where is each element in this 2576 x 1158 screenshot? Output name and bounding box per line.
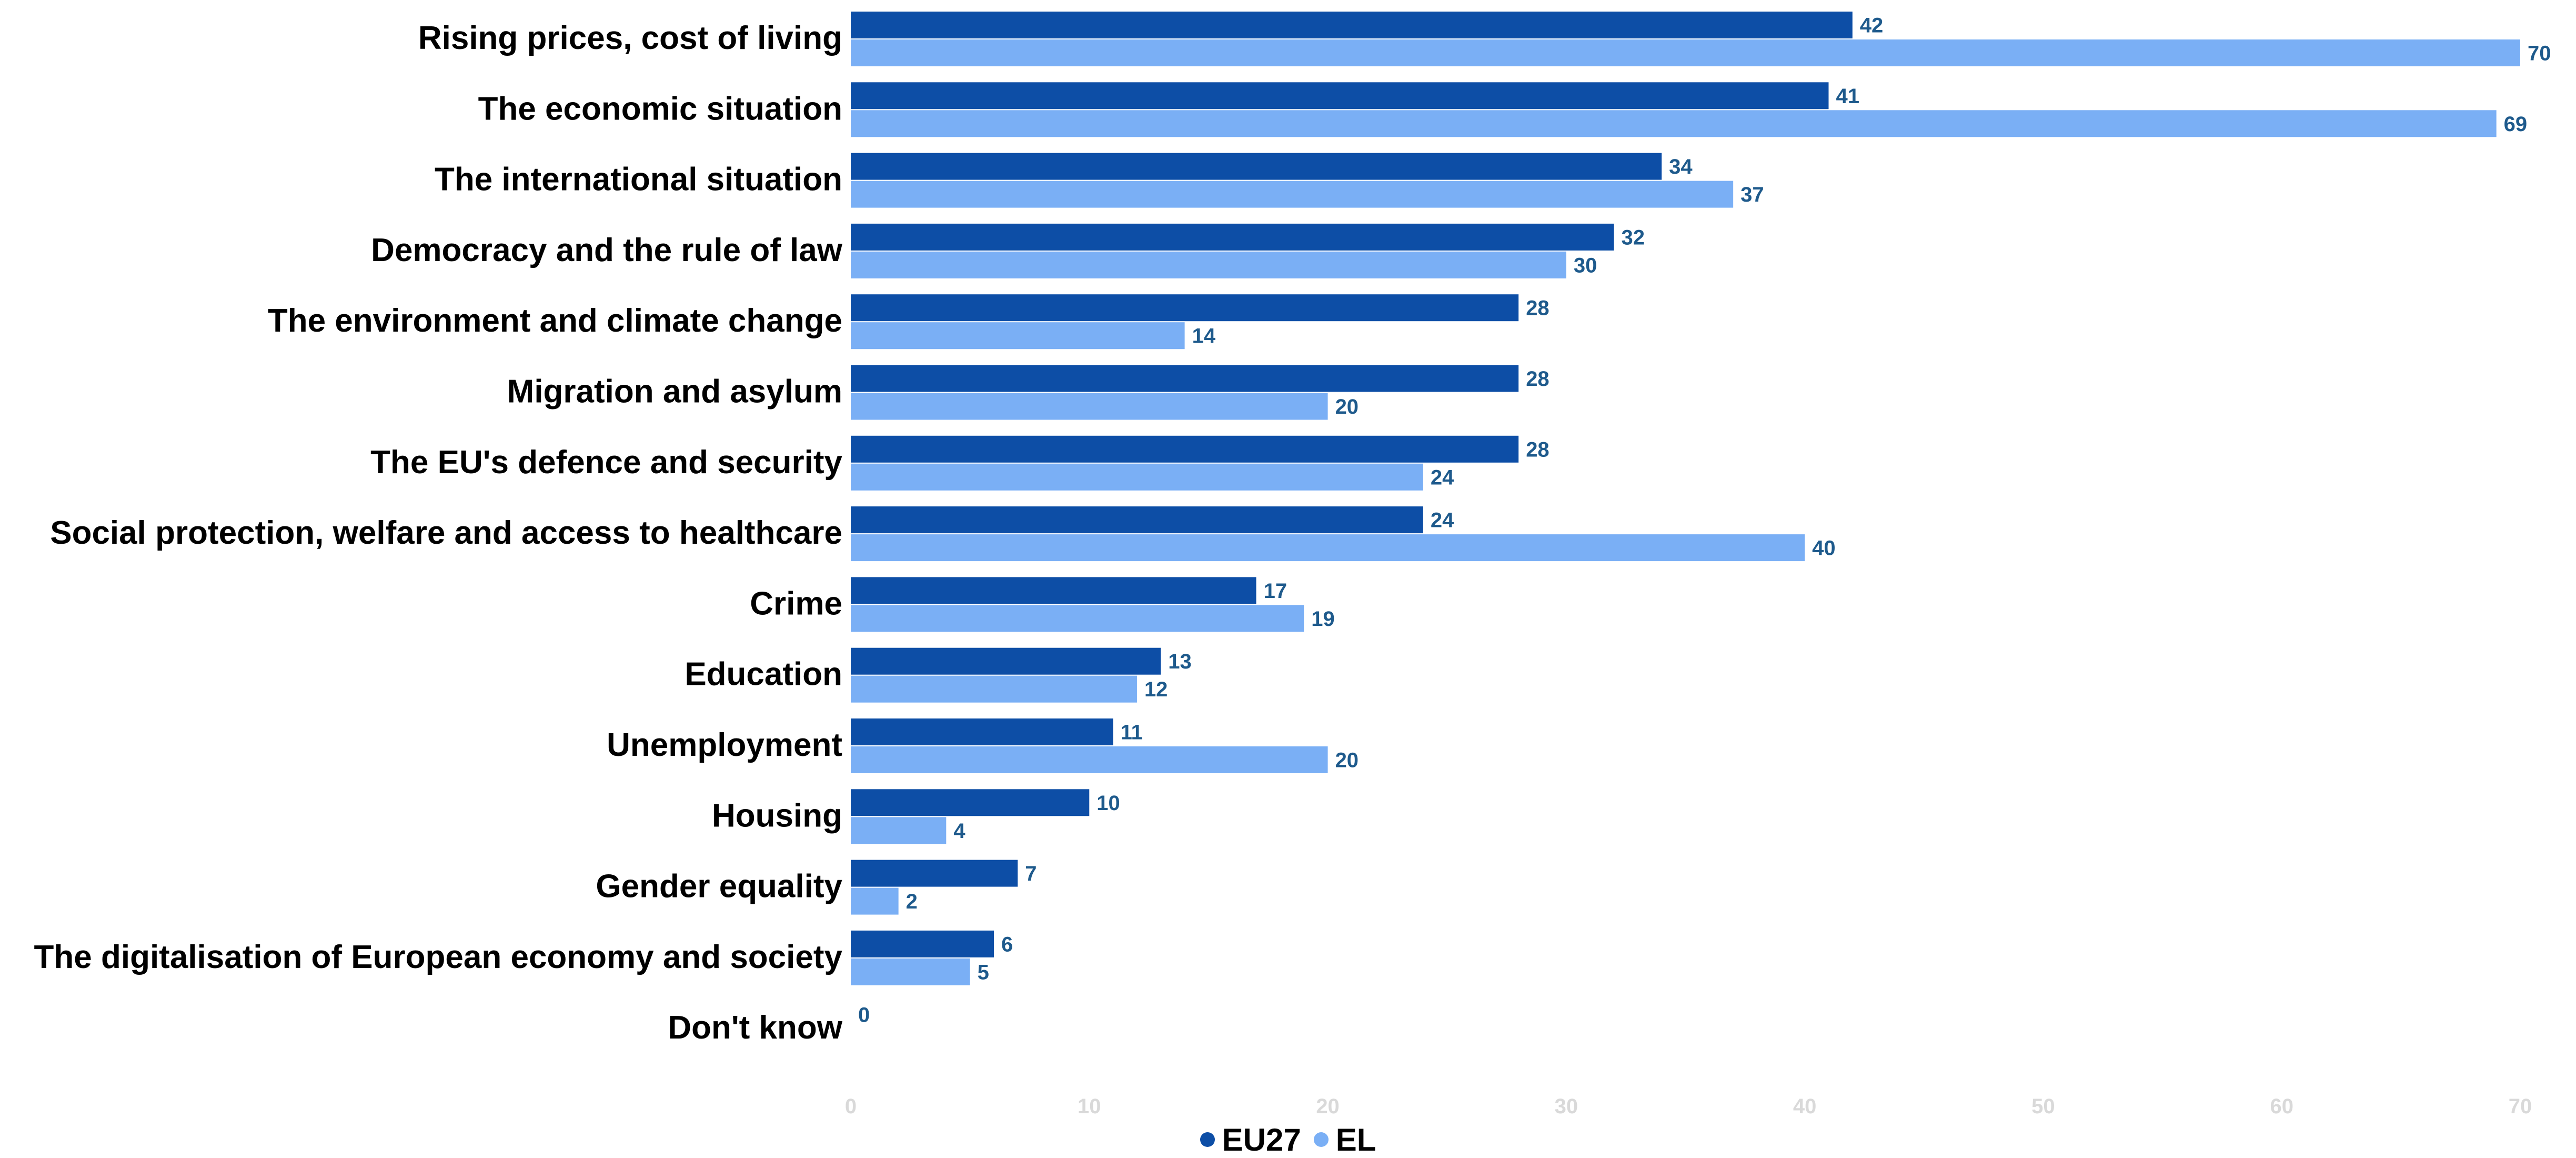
bar-eu27-crime[interactable]: [851, 577, 1256, 604]
bar-eu27-education[interactable]: [851, 647, 1161, 675]
bar-eu27-migration-and-asylum[interactable]: [851, 365, 1519, 392]
category-label-rising-prices-cost-of-living: Rising prices, cost of living: [418, 20, 842, 56]
value-label-eu27-the-eu-s-defence-and-security: 28: [1526, 438, 1549, 461]
legend-item-eu27[interactable]: EU27: [1200, 1122, 1301, 1158]
value-label-eu27-rising-prices-cost-of-living: 42: [1860, 14, 1884, 37]
value-label-eu27-crime: 17: [1264, 580, 1287, 603]
value-label-el-democracy-and-the-rule-of-law: 30: [1574, 254, 1597, 277]
category-label-unemployment: Unemployment: [607, 727, 842, 763]
value-labels: 4270416934373230281428202824244017191312…: [858, 14, 2551, 1027]
value-label-eu27-unemployment: 11: [1121, 721, 1143, 744]
x-tick-label-30: 30: [1555, 1095, 1578, 1118]
bar-el-migration-and-asylum[interactable]: [851, 393, 1328, 420]
value-label-eu27-education: 13: [1168, 650, 1192, 673]
value-label-el-crime: 19: [1311, 607, 1335, 631]
value-label-eu27-the-environment-and-climate-change: 28: [1526, 297, 1549, 320]
value-label-el-rising-prices-cost-of-living: 70: [2528, 42, 2551, 65]
value-label-el-the-environment-and-climate-change: 14: [1192, 325, 1216, 348]
legend-label-eu27: EU27: [1222, 1122, 1301, 1157]
legend: EU27 EL: [0, 1121, 2576, 1158]
bar-el-the-environment-and-climate-change[interactable]: [851, 322, 1185, 350]
category-label-migration-and-asylum: Migration and asylum: [507, 374, 842, 410]
legend-item-el[interactable]: EL: [1313, 1122, 1376, 1158]
value-label-eu27-gender-equality: 7: [1025, 862, 1037, 885]
category-label-housing: Housing: [712, 797, 842, 834]
value-label-eu27-the-digitalisation-of-european-economy-and-society: 6: [1001, 933, 1013, 956]
legend-marker-eu27: [1200, 1132, 1215, 1147]
bar-el-gender-equality[interactable]: [851, 887, 899, 915]
value-label-eu27-the-international-situation: 34: [1669, 155, 1693, 178]
category-label-social-protection-welfare-and-access-to-healthcare: Social protection, welfare and access to…: [50, 515, 842, 551]
bar-eu27-the-economic-situation[interactable]: [851, 82, 1829, 109]
bar-el-social-protection-welfare-and-access-to-healthcare[interactable]: [851, 534, 1805, 562]
legend-label-el: EL: [1335, 1122, 1376, 1157]
value-label-eu27-don-t-know: 0: [858, 1004, 870, 1027]
value-label-el-housing: 4: [953, 820, 965, 843]
category-label-the-environment-and-climate-change: The environment and climate change: [268, 303, 842, 339]
bar-eu27-the-environment-and-climate-change[interactable]: [851, 294, 1519, 322]
bar-el-the-international-situation[interactable]: [851, 181, 1734, 208]
category-label-gender-equality: Gender equality: [596, 868, 842, 905]
x-tick-label-50: 50: [2031, 1095, 2055, 1118]
category-label-the-international-situation: The international situation: [435, 162, 842, 198]
bar-el-crime[interactable]: [851, 605, 1304, 632]
bar-el-housing[interactable]: [851, 817, 947, 844]
category-label-education: Education: [685, 656, 842, 693]
bar-eu27-rising-prices-cost-of-living[interactable]: [851, 12, 1853, 38]
bar-el-the-economic-situation[interactable]: [851, 110, 2497, 137]
value-label-el-education: 12: [1144, 678, 1168, 701]
value-label-el-the-economic-situation: 69: [2504, 113, 2528, 136]
x-tick-label-70: 70: [2509, 1095, 2532, 1118]
value-label-eu27-democracy-and-the-rule-of-law: 32: [1622, 226, 1645, 249]
value-label-eu27-housing: 10: [1096, 792, 1120, 815]
bar-el-the-digitalisation-of-european-economy-and-society[interactable]: [851, 958, 970, 985]
bar-eu27-democracy-and-the-rule-of-law[interactable]: [851, 223, 1614, 251]
x-tick-label-40: 40: [1793, 1095, 1817, 1118]
bar-eu27-unemployment[interactable]: [851, 718, 1113, 745]
value-label-el-the-international-situation: 37: [1740, 183, 1764, 206]
value-label-eu27-migration-and-asylum: 28: [1526, 367, 1549, 391]
x-axis-ticks: 0 10 20 30 40 50 60 70: [845, 1095, 2532, 1118]
x-tick-label-60: 60: [2270, 1095, 2293, 1118]
value-label-el-migration-and-asylum: 20: [1335, 395, 1359, 418]
value-label-eu27-the-economic-situation: 41: [1836, 85, 1859, 108]
bar-eu27-social-protection-welfare-and-access-to-healthcare[interactable]: [851, 506, 1423, 534]
value-label-el-the-eu-s-defence-and-security: 24: [1431, 466, 1454, 489]
bar-el-unemployment[interactable]: [851, 746, 1328, 773]
bar-eu27-the-eu-s-defence-and-security[interactable]: [851, 435, 1519, 463]
bar-el-rising-prices-cost-of-living[interactable]: [851, 39, 2520, 66]
value-label-el-social-protection-welfare-and-access-to-healthcare: 40: [1812, 537, 1836, 560]
value-label-eu27-social-protection-welfare-and-access-to-healthcare: 24: [1431, 509, 1454, 532]
category-label-don-t-know: Don't know: [668, 1010, 842, 1046]
bar-el-democracy-and-the-rule-of-law[interactable]: [851, 251, 1566, 278]
category-label-the-digitalisation-of-european-economy-and-society: The digitalisation of European economy a…: [34, 939, 843, 975]
category-labels: Rising prices, cost of living The economi…: [34, 20, 843, 1046]
value-label-el-gender-equality: 2: [906, 890, 918, 913]
bar-eu27-the-digitalisation-of-european-economy-and-society[interactable]: [851, 930, 994, 957]
bar-eu27-gender-equality[interactable]: [851, 860, 1018, 887]
bar-eu27-housing[interactable]: [851, 789, 1090, 816]
value-label-el-the-digitalisation-of-european-economy-and-society: 5: [978, 961, 989, 984]
legend-marker-el: [1313, 1132, 1329, 1147]
bar-el-education[interactable]: [851, 675, 1137, 703]
bar-eu27-the-international-situation[interactable]: [851, 153, 1662, 180]
bars: [851, 12, 2520, 985]
category-label-the-eu-s-defence-and-security: The EU's defence and security: [370, 444, 842, 481]
category-label-the-economic-situation: The economic situation: [478, 91, 842, 127]
value-label-el-unemployment: 20: [1335, 749, 1359, 772]
category-label-crime: Crime: [750, 585, 842, 622]
bar-el-the-eu-s-defence-and-security[interactable]: [851, 463, 1423, 491]
x-tick-label-0: 0: [845, 1095, 857, 1118]
category-label-democracy-and-the-rule-of-law: Democracy and the rule of law: [371, 232, 843, 268]
x-tick-label-10: 10: [1078, 1095, 1101, 1118]
x-tick-label-20: 20: [1316, 1095, 1340, 1118]
